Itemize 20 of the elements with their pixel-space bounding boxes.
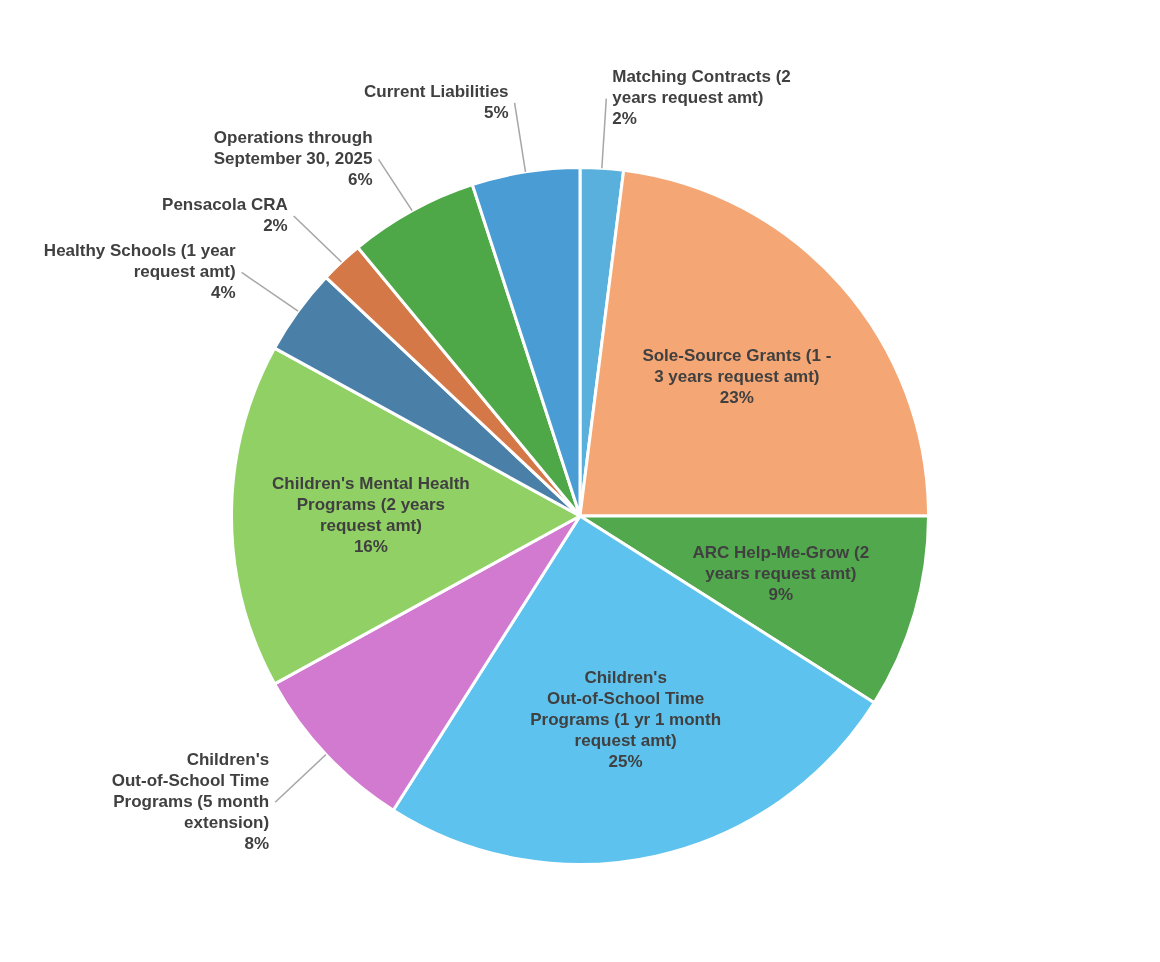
slice-label: Children's Out-of-School Time Programs (1 yr 1 month request amt) bbox=[530, 667, 722, 750]
slice-label: Sole-Source Grants (1 - 3 years request amt) bbox=[642, 346, 832, 387]
data-label: 25% bbox=[608, 751, 643, 771]
data-label: 16% bbox=[353, 537, 388, 557]
slice-label: Pensacola CRA bbox=[162, 195, 288, 215]
data-label: 8% bbox=[244, 833, 270, 853]
slice-label: Matching Contracts (2 years request amt) bbox=[612, 67, 791, 108]
slice-label: ARC Help-Me-Grow (2 years request amt) bbox=[692, 543, 870, 584]
data-label: 9% bbox=[768, 585, 794, 605]
slice-label: Operations through September 30, 2025 bbox=[213, 128, 373, 169]
slice-label: Healthy Schools (1 year request amt) bbox=[43, 241, 237, 282]
data-label: 6% bbox=[347, 170, 373, 190]
data-label: 2% bbox=[263, 216, 288, 236]
slice-label: Current Liabilities bbox=[364, 82, 509, 102]
slice-label: Children's Mental Health Programs (2 years request amt) bbox=[272, 474, 470, 536]
data-label: 2% bbox=[612, 109, 637, 129]
slice-label: Children's Out-of-School Time Programs (5 month extension) bbox=[111, 749, 270, 832]
data-label: 4% bbox=[211, 283, 236, 303]
data-label: 23% bbox=[719, 388, 754, 408]
data-label: 5% bbox=[484, 103, 509, 123]
